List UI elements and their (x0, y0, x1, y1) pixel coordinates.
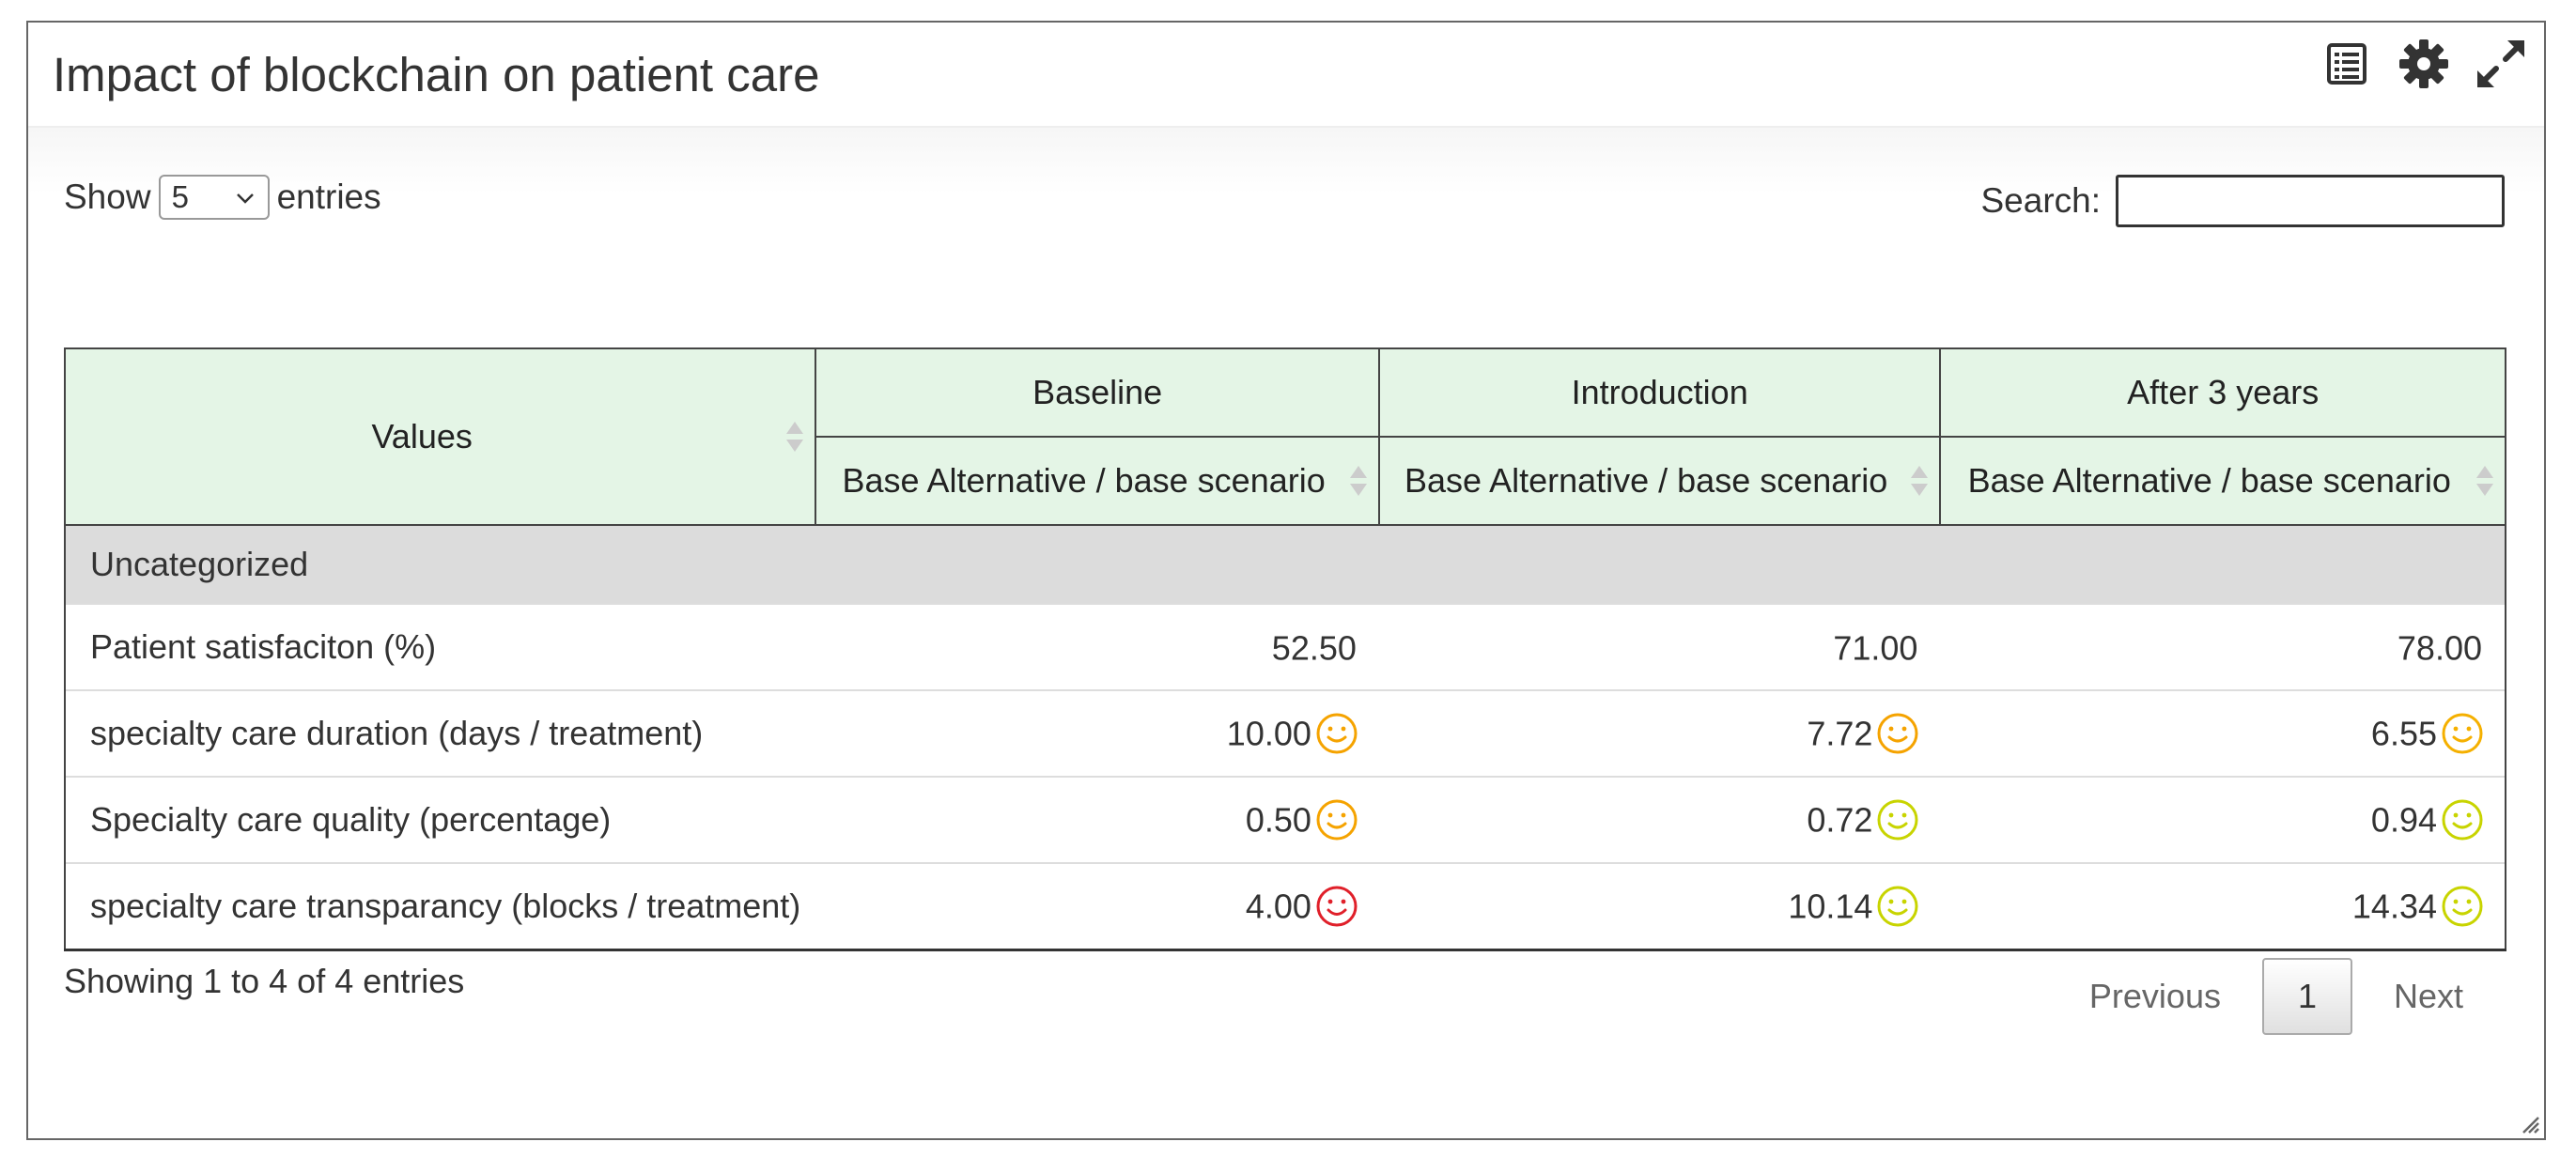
table-row: Patient satisfaciton (%) 52.50 71.00 78.00 (63, 603, 2506, 690)
sort-icon (1349, 466, 1367, 496)
table-row: Specialty care quality (percentage) 0.50 0… (63, 776, 2506, 863)
resize-grip-icon[interactable] (2520, 1114, 2540, 1134)
value-cell: 10.00 (815, 689, 1379, 777)
show-label: Show (64, 177, 151, 216)
expand-icon[interactable] (2473, 34, 2529, 94)
header-toolbar (2319, 34, 2529, 94)
row-label: Patient satisfaciton (%) (63, 603, 816, 690)
page-button-current[interactable]: 1 (2261, 958, 2352, 1035)
next-button[interactable]: Next (2393, 977, 2463, 1015)
cell-value: 6.55 (2370, 714, 2437, 753)
search-control: Search: (1980, 175, 2505, 227)
cell-value: 78.00 (2397, 628, 2482, 668)
group-header-baseline: Baseline (815, 347, 1380, 438)
table-controls: Show 5 entries Search: (64, 175, 2505, 231)
list-icon[interactable] (2319, 34, 2375, 94)
cell-value: 4.00 (1245, 886, 1311, 925)
pagination: Previous 1 Next (2048, 958, 2505, 1035)
cell-value: 52.50 (1271, 628, 1357, 668)
value-cell: 0.50 (815, 776, 1379, 863)
cell-value: 0.94 (2370, 800, 2437, 840)
smiley-face-icon (1877, 886, 1918, 927)
page-length-select[interactable]: 5 (158, 175, 270, 220)
table-info: Showing 1 to 4 of 4 entries (64, 962, 465, 1000)
smiley-face-icon (1316, 713, 1358, 754)
row-label: specialty care duration (days / treatmen… (63, 689, 816, 777)
cell-value: 14.34 (2351, 886, 2437, 925)
search-input[interactable] (2116, 175, 2505, 227)
sub-header-after-3-years[interactable]: Base Alternative / base scenario (1939, 436, 2506, 526)
smiley-face-icon (1316, 886, 1358, 927)
cell-value: 71.00 (1833, 628, 1918, 668)
values-header-label: Values (371, 417, 473, 455)
sub-header-label: Base Alternative / base scenario (1404, 461, 1888, 500)
smiley-face-icon (2442, 886, 2483, 927)
sort-icon (786, 422, 804, 452)
value-cell: 0.94 (1940, 776, 2506, 863)
value-cell: 7.72 (1378, 689, 1941, 777)
value-cell: 52.50 (815, 603, 1379, 690)
sub-header-baseline[interactable]: Base Alternative / base scenario (815, 436, 1380, 526)
cell-value: 10.00 (1226, 714, 1311, 753)
sub-header-label: Base Alternative / base scenario (1967, 461, 2451, 500)
smiley-face-icon (2442, 799, 2483, 841)
category-row: Uncategorized (64, 525, 2506, 604)
smiley-face-icon (1877, 713, 1918, 754)
sub-header-label: Base Alternative / base scenario (842, 461, 1326, 500)
value-cell: 71.00 (1378, 603, 1941, 690)
value-cell: 4.00 (815, 862, 1379, 949)
group-header-after-3-years: After 3 years (1939, 347, 2506, 438)
page-length-control: Show 5 entries (64, 175, 381, 220)
gear-icon[interactable] (2396, 34, 2452, 94)
value-cell: 10.14 (1378, 862, 1941, 949)
sub-header-introduction[interactable]: Base Alternative / base scenario (1377, 436, 1942, 526)
cell-value: 10.14 (1788, 886, 1873, 925)
cell-value: 0.72 (1807, 800, 1873, 840)
smiley-face-icon (1316, 799, 1358, 841)
row-label: specialty care transparancy (blocks / tr… (63, 862, 816, 949)
smiley-face-icon (2442, 713, 2483, 754)
entries-label: entries (276, 177, 381, 216)
category-label: Uncategorized (64, 525, 2506, 604)
search-label: Search: (1980, 181, 2101, 220)
row-label: Specialty care quality (percentage) (63, 776, 816, 863)
page-length-value: 5 (171, 179, 189, 214)
value-cell: 14.34 (1940, 862, 2506, 949)
values-column-header[interactable]: Values (63, 347, 817, 526)
value-cell: 0.72 (1378, 776, 1941, 863)
sort-icon (1911, 466, 1929, 496)
table-row: specialty care duration (days / treatmen… (63, 689, 2506, 777)
value-cell: 78.00 (1940, 603, 2506, 690)
value-cell: 6.55 (1940, 689, 2506, 777)
widget-panel: Impact of blockchain on patient care (26, 21, 2546, 1140)
cell-value: 0.50 (1245, 800, 1311, 840)
smiley-face-icon (1877, 799, 1918, 841)
results-table: Values Baseline Introduction After 3 yea… (63, 347, 2506, 951)
panel-body: Show 5 entries Search: (28, 128, 2544, 1138)
previous-button[interactable]: Previous (2088, 977, 2221, 1015)
chevron-down-icon (236, 193, 254, 204)
cell-value: 7.72 (1807, 714, 1873, 753)
sort-icon (2476, 466, 2493, 496)
panel-header: Impact of blockchain on patient care (28, 23, 2544, 128)
table-row: specialty care transparancy (blocks / tr… (63, 862, 2506, 949)
panel-title: Impact of blockchain on patient care (53, 48, 820, 101)
group-header-introduction: Introduction (1377, 347, 1942, 438)
